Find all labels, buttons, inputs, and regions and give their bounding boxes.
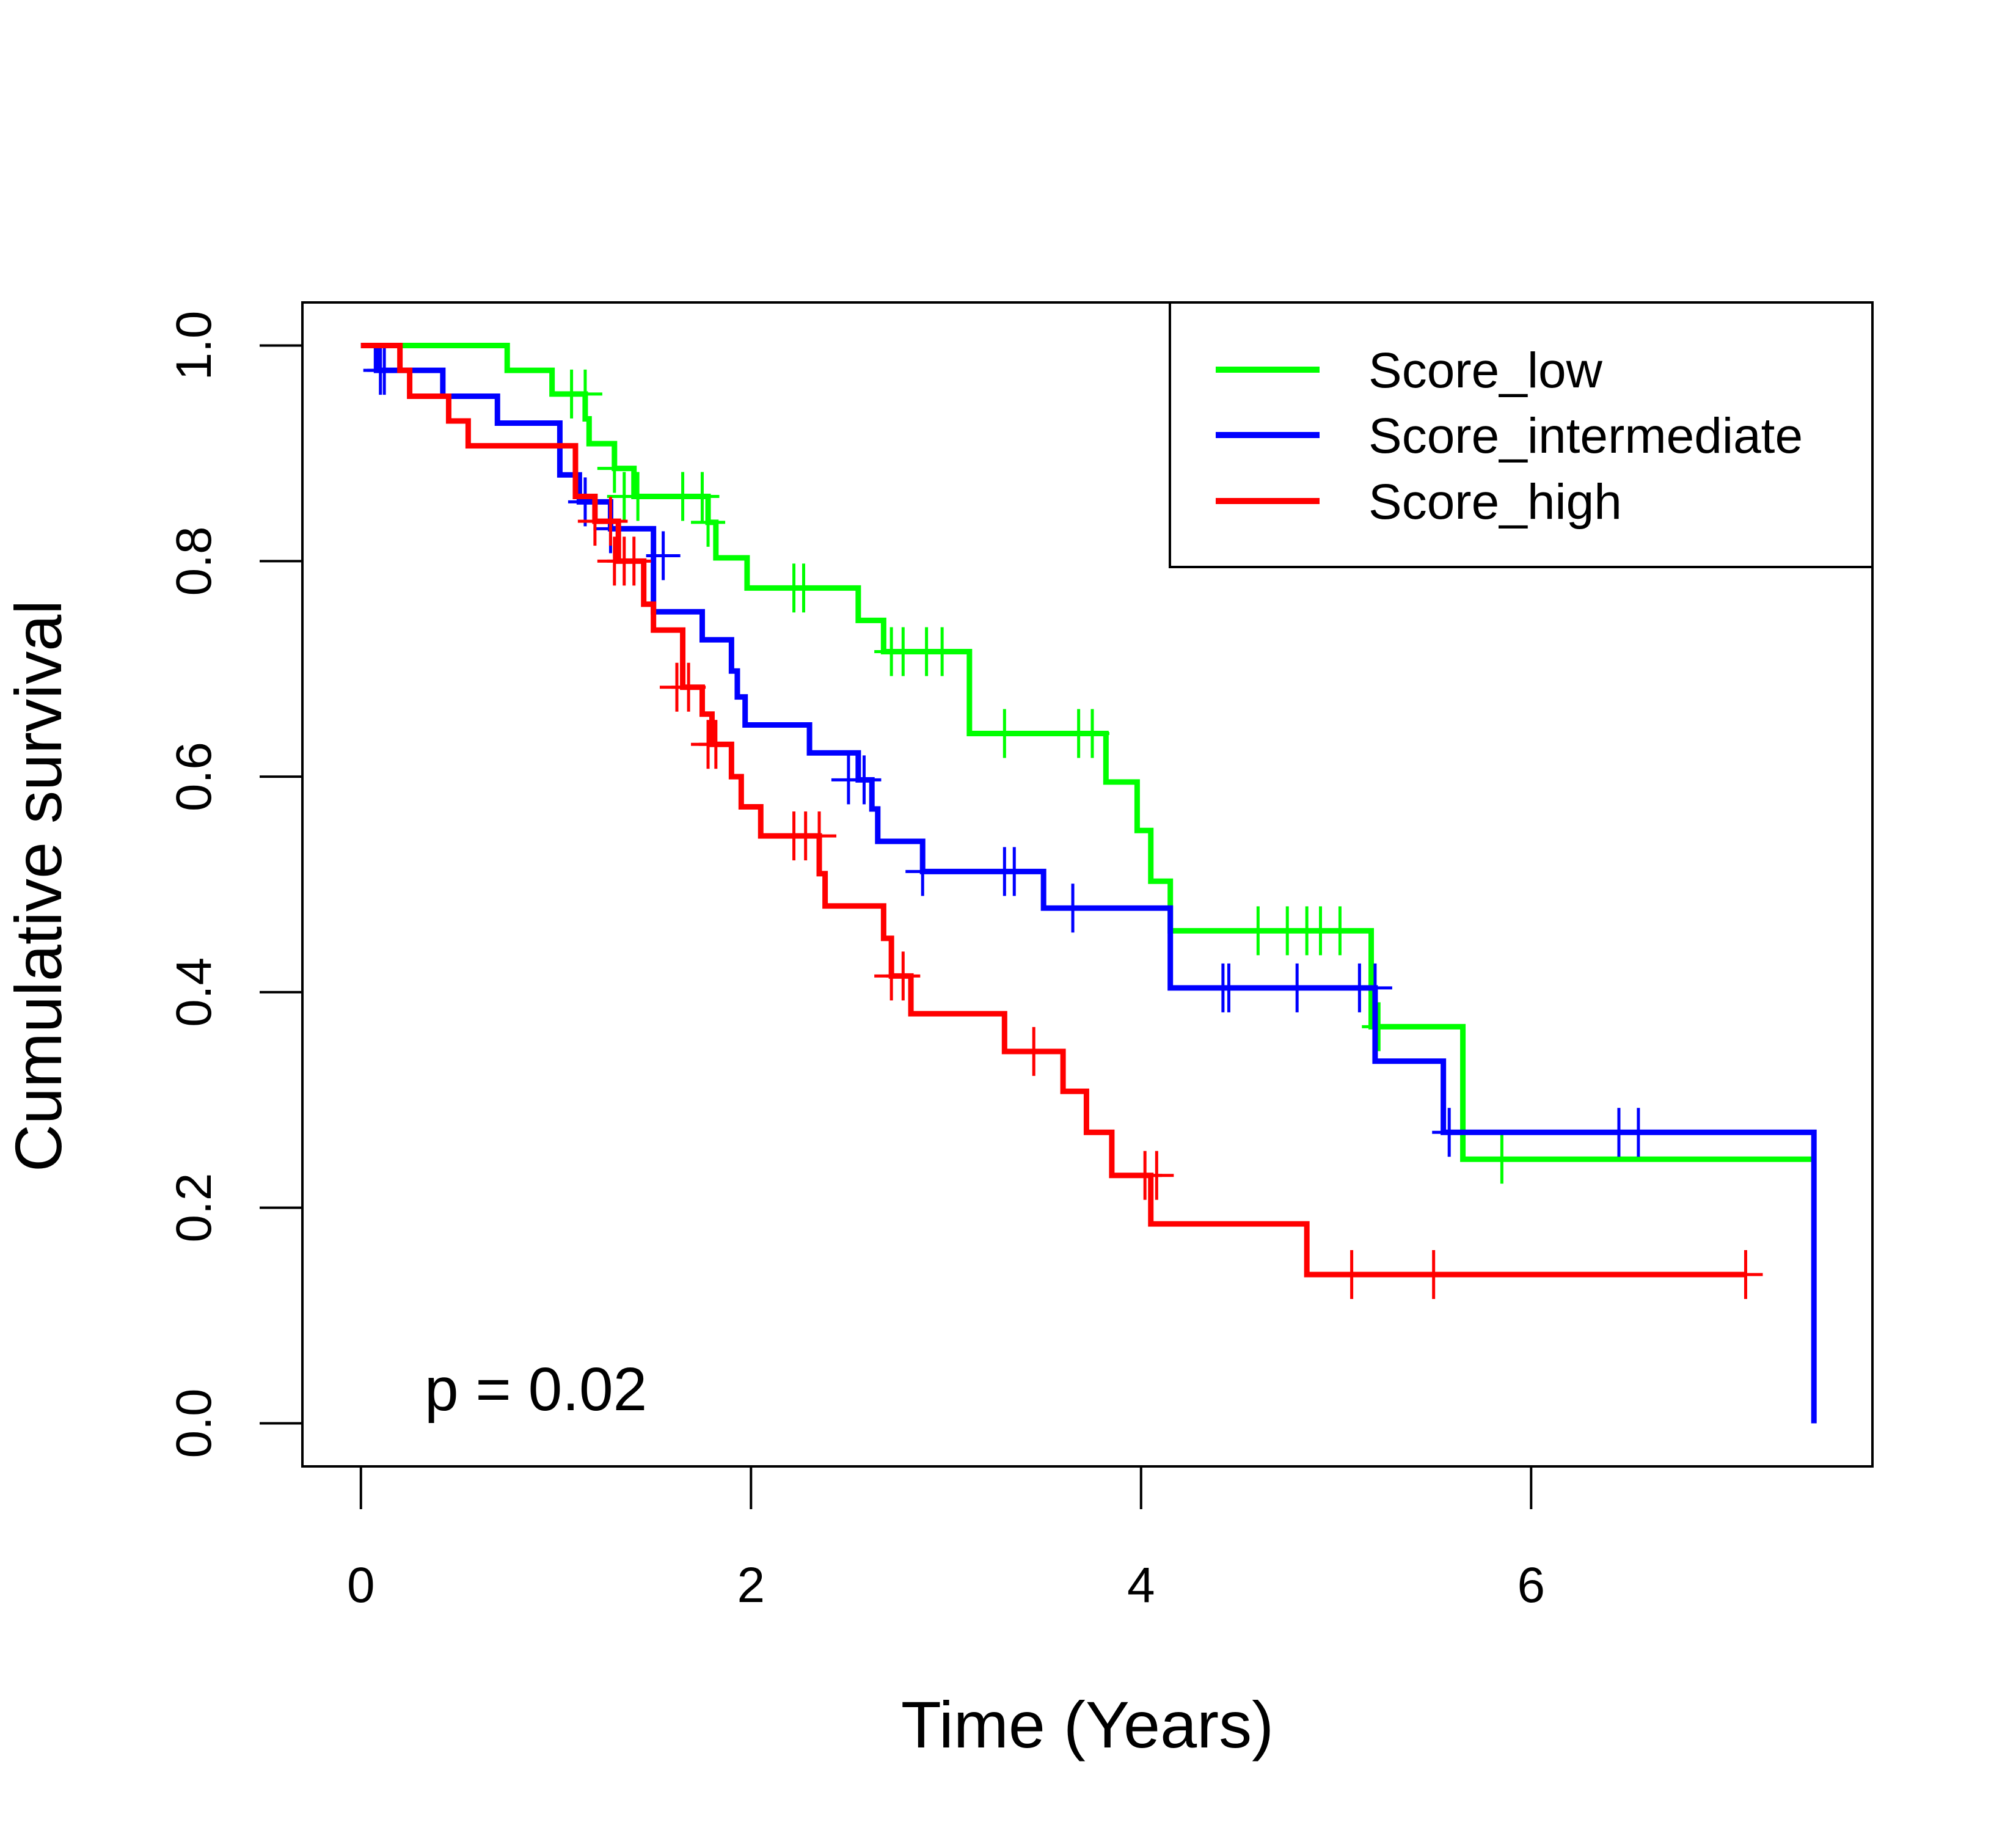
y-tick-label: 0.4 [166, 957, 222, 1027]
x-tick-label: 6 [1517, 1557, 1545, 1613]
y-tick-label: 1.0 [166, 311, 222, 381]
legend-label-1: Score_intermediate [1368, 408, 1803, 464]
y-tick-label: 0.0 [166, 1388, 222, 1458]
axes: 0 2 4 6 0.0 0.2 0.4 0.6 0.8 1.0 [166, 311, 1545, 1613]
x-tick-label: 2 [737, 1557, 765, 1613]
y-tick-label: 0.8 [166, 526, 222, 596]
y-tick-label: 0.2 [166, 1173, 222, 1243]
p-value-annotation: p = 0.02 [425, 1355, 647, 1424]
y-tick-label: 0.6 [166, 742, 222, 811]
legend-label-0: Score_low [1368, 343, 1603, 398]
x-tick-label: 4 [1127, 1557, 1155, 1613]
x-axis-title: Time (Years) [901, 1688, 1274, 1762]
series-line [360, 343, 1817, 1424]
series-line [360, 343, 1746, 1278]
legend: Score_low Score_intermediate Score_high [1169, 301, 1874, 568]
series-1 [360, 343, 1817, 1424]
series-2 [360, 343, 1763, 1300]
series-0 [360, 343, 1814, 1184]
y-axis-title: Cumulative survival [1, 600, 75, 1172]
x-tick-label: 0 [347, 1557, 375, 1613]
legend-label-2: Score_high [1368, 474, 1622, 530]
series-layer [360, 343, 1817, 1424]
